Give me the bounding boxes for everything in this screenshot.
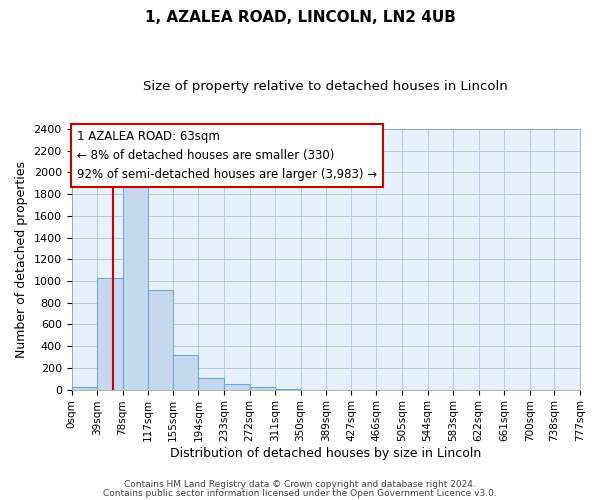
Bar xyxy=(122,183,148,390)
Text: 1, AZALEA ROAD, LINCOLN, LN2 4UB: 1, AZALEA ROAD, LINCOLN, LN2 4UB xyxy=(145,10,455,25)
Bar xyxy=(199,378,224,390)
Text: Contains public sector information licensed under the Open Government Licence v3: Contains public sector information licen… xyxy=(103,488,497,498)
Text: Contains HM Land Registry data © Crown copyright and database right 2024.: Contains HM Land Registry data © Crown c… xyxy=(124,480,476,489)
Text: 1 AZALEA ROAD: 63sqm
← 8% of detached houses are smaller (330)
92% of semi-detac: 1 AZALEA ROAD: 63sqm ← 8% of detached ho… xyxy=(77,130,377,181)
Bar xyxy=(148,290,173,390)
Bar xyxy=(224,384,250,390)
Y-axis label: Number of detached properties: Number of detached properties xyxy=(15,160,28,358)
Bar xyxy=(250,387,275,390)
Title: Size of property relative to detached houses in Lincoln: Size of property relative to detached ho… xyxy=(143,80,508,93)
Bar xyxy=(275,388,301,390)
Bar xyxy=(71,388,97,390)
X-axis label: Distribution of detached houses by size in Lincoln: Distribution of detached houses by size … xyxy=(170,447,481,460)
Bar xyxy=(173,355,199,390)
Bar xyxy=(97,278,122,390)
